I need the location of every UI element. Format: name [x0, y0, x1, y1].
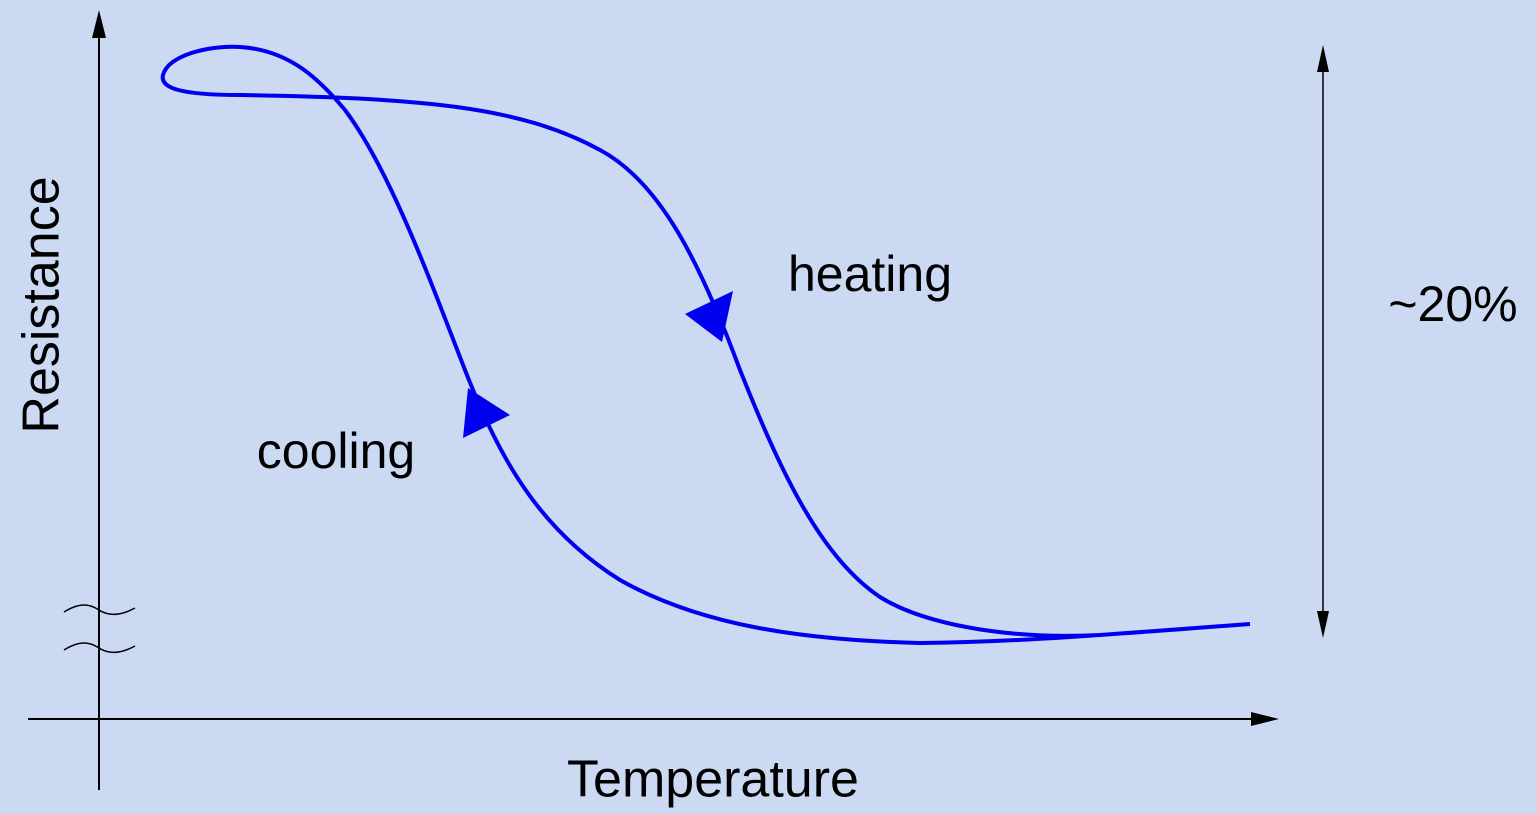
- range-label: ~20%: [1388, 276, 1517, 332]
- axis-break: [63, 604, 136, 615]
- heating-arrow: [685, 291, 733, 342]
- range-arrow: [1317, 611, 1329, 638]
- heating-label: heating: [788, 246, 952, 302]
- x-axis-label: Temperature: [567, 751, 859, 809]
- cooling-arrow: [463, 388, 510, 438]
- x-axis-arrow: [1251, 712, 1279, 726]
- y-axis-label: Resistance: [13, 176, 71, 433]
- hysteresis-curve: [160, 44, 1251, 646]
- y-axis-arrow: [92, 10, 106, 38]
- cooling-label: cooling: [257, 423, 415, 479]
- axis-break: [63, 642, 136, 653]
- range-arrow: [1317, 45, 1329, 72]
